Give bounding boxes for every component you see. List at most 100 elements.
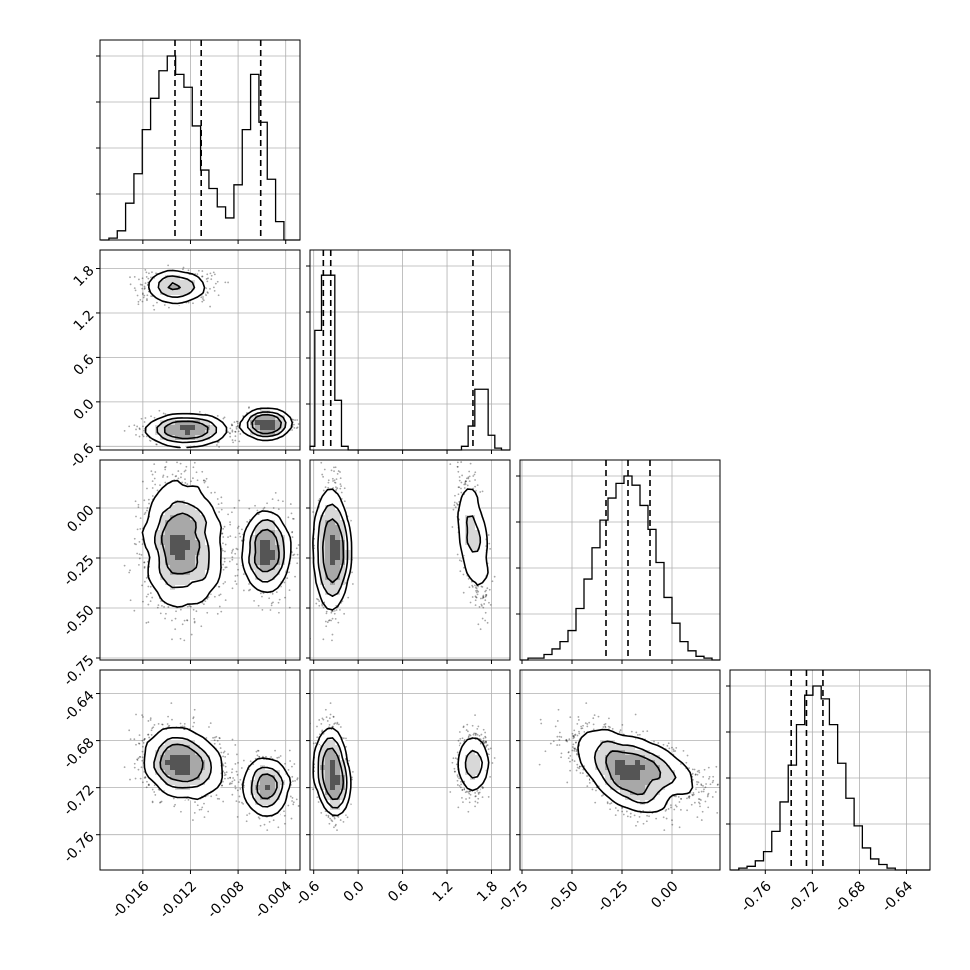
sample-point: [238, 795, 241, 798]
sample-point: [291, 429, 293, 431]
density-cell: [465, 755, 471, 761]
sample-point: [316, 597, 318, 600]
density-cell: [635, 770, 641, 776]
density-cell: [335, 775, 341, 781]
sample-point: [328, 717, 331, 720]
sample-point: [277, 508, 280, 511]
density-cell: [170, 560, 176, 566]
density-cell: [160, 440, 166, 446]
sample-point: [164, 465, 167, 468]
density-cell: [330, 565, 336, 571]
density-cell: [260, 560, 266, 566]
sample-point: [231, 587, 234, 590]
density-cell: [325, 750, 331, 756]
density-cell: [480, 750, 486, 756]
density-cell: [180, 525, 186, 531]
sample-point: [672, 748, 675, 751]
density-cell: [195, 500, 201, 506]
sample-point: [234, 744, 237, 746]
contour-line: [322, 518, 345, 584]
sample-point: [343, 500, 346, 503]
density-cell: [645, 790, 651, 796]
sample-point: [227, 281, 229, 284]
sample-point: [263, 506, 266, 509]
density-cell: [460, 755, 466, 761]
sample-point: [288, 606, 291, 609]
density-cell: [470, 740, 476, 746]
sample-point: [478, 606, 481, 608]
density-cell: [670, 755, 676, 761]
density-cell: [170, 750, 176, 756]
sample-point: [673, 808, 676, 811]
sample-point: [227, 753, 229, 756]
histogram-step: [520, 475, 720, 661]
density-cell: [335, 565, 341, 571]
sample-point: [331, 477, 334, 480]
sample-point: [300, 794, 302, 796]
sample-point: [148, 784, 150, 787]
density-cell: [330, 495, 336, 501]
density-cell: [210, 425, 216, 431]
density-cell: [195, 440, 201, 446]
density-cell: [655, 745, 661, 751]
density-cell: [615, 800, 621, 806]
sample-point: [467, 735, 470, 738]
density-cell: [670, 775, 676, 781]
density-cell: [180, 445, 186, 450]
sample-point: [454, 757, 457, 760]
density-cell: [180, 740, 186, 746]
sample-point: [224, 762, 227, 765]
density-cell: [170, 535, 176, 541]
density-cell: [210, 780, 216, 786]
density-cell: [160, 550, 166, 556]
density-cell: [460, 535, 466, 541]
sample-point: [482, 728, 485, 731]
density-cell: [190, 760, 196, 766]
sample-point: [657, 742, 660, 744]
sample-point: [284, 762, 286, 765]
density-cell: [280, 570, 286, 576]
density-cell: [320, 535, 326, 541]
density-cell: [175, 270, 181, 276]
sample-point: [702, 790, 705, 793]
sample-point: [567, 751, 570, 753]
sample-point: [147, 733, 150, 736]
density-cell: [180, 505, 186, 511]
density-cell: [185, 770, 191, 776]
density-cell: [205, 420, 211, 426]
sample-point: [460, 481, 463, 484]
sample-point: [622, 813, 625, 816]
density-cell: [345, 575, 351, 581]
sample-point: [662, 743, 665, 746]
density-cell: [215, 420, 221, 426]
x-tick-label: -0.016: [109, 878, 152, 921]
sample-point: [270, 604, 273, 607]
density-cell: [150, 530, 156, 536]
sample-point: [202, 299, 205, 302]
sample-point: [317, 598, 320, 601]
density-cell: [165, 765, 171, 771]
density-cell: [200, 775, 206, 781]
density-cell: [175, 530, 181, 536]
density-cell: [325, 505, 331, 511]
density-cell: [270, 570, 276, 576]
sample-point: [578, 765, 581, 768]
density-cell: [665, 765, 671, 771]
sample-point: [143, 561, 146, 564]
density-cell: [265, 555, 271, 561]
sample-point: [236, 425, 239, 428]
density-cell: [215, 760, 221, 766]
density-cell: [630, 805, 636, 811]
density-cell: [345, 770, 351, 776]
sample-point: [625, 810, 628, 813]
density-cell: [475, 775, 481, 781]
density-cell: [635, 775, 641, 781]
density-cell: [210, 515, 216, 521]
density-cell: [620, 775, 626, 781]
density-cell: [190, 505, 196, 511]
sample-point: [580, 725, 583, 728]
sample-point: [248, 507, 251, 510]
density-cell: [640, 775, 646, 781]
sample-point: [134, 777, 137, 780]
sample-point: [549, 742, 552, 745]
